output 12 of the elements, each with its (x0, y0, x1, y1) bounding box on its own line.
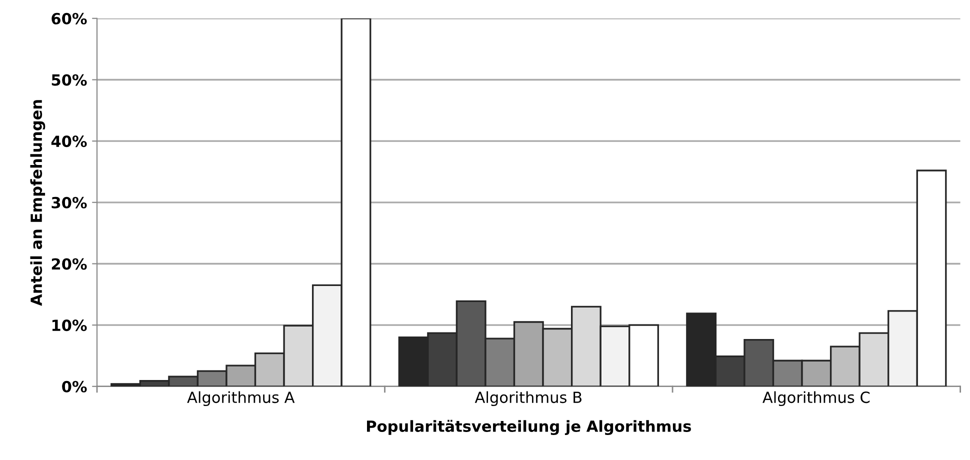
y-tick-label: 10% (52, 320, 87, 332)
y-tick-label: 40% (51, 136, 87, 148)
y-tick-label: 60% (52, 12, 87, 24)
x-axis-title: Popularitätsverteilung je Algorithmus (367, 420, 691, 436)
y-tick-label: 20% (52, 258, 87, 270)
x-tick-label: Algorithmus C (762, 391, 870, 406)
y-axis-title: Anteil an Empfehlungen (30, 100, 46, 306)
y-tick-label: 30% (52, 196, 87, 208)
x-tick-label: Algorithmus A (187, 391, 295, 406)
y-tick-label: 0% (62, 380, 87, 392)
x-tick-label: Algorithmus B (474, 391, 582, 406)
y-tick-label: 50% (52, 74, 87, 86)
